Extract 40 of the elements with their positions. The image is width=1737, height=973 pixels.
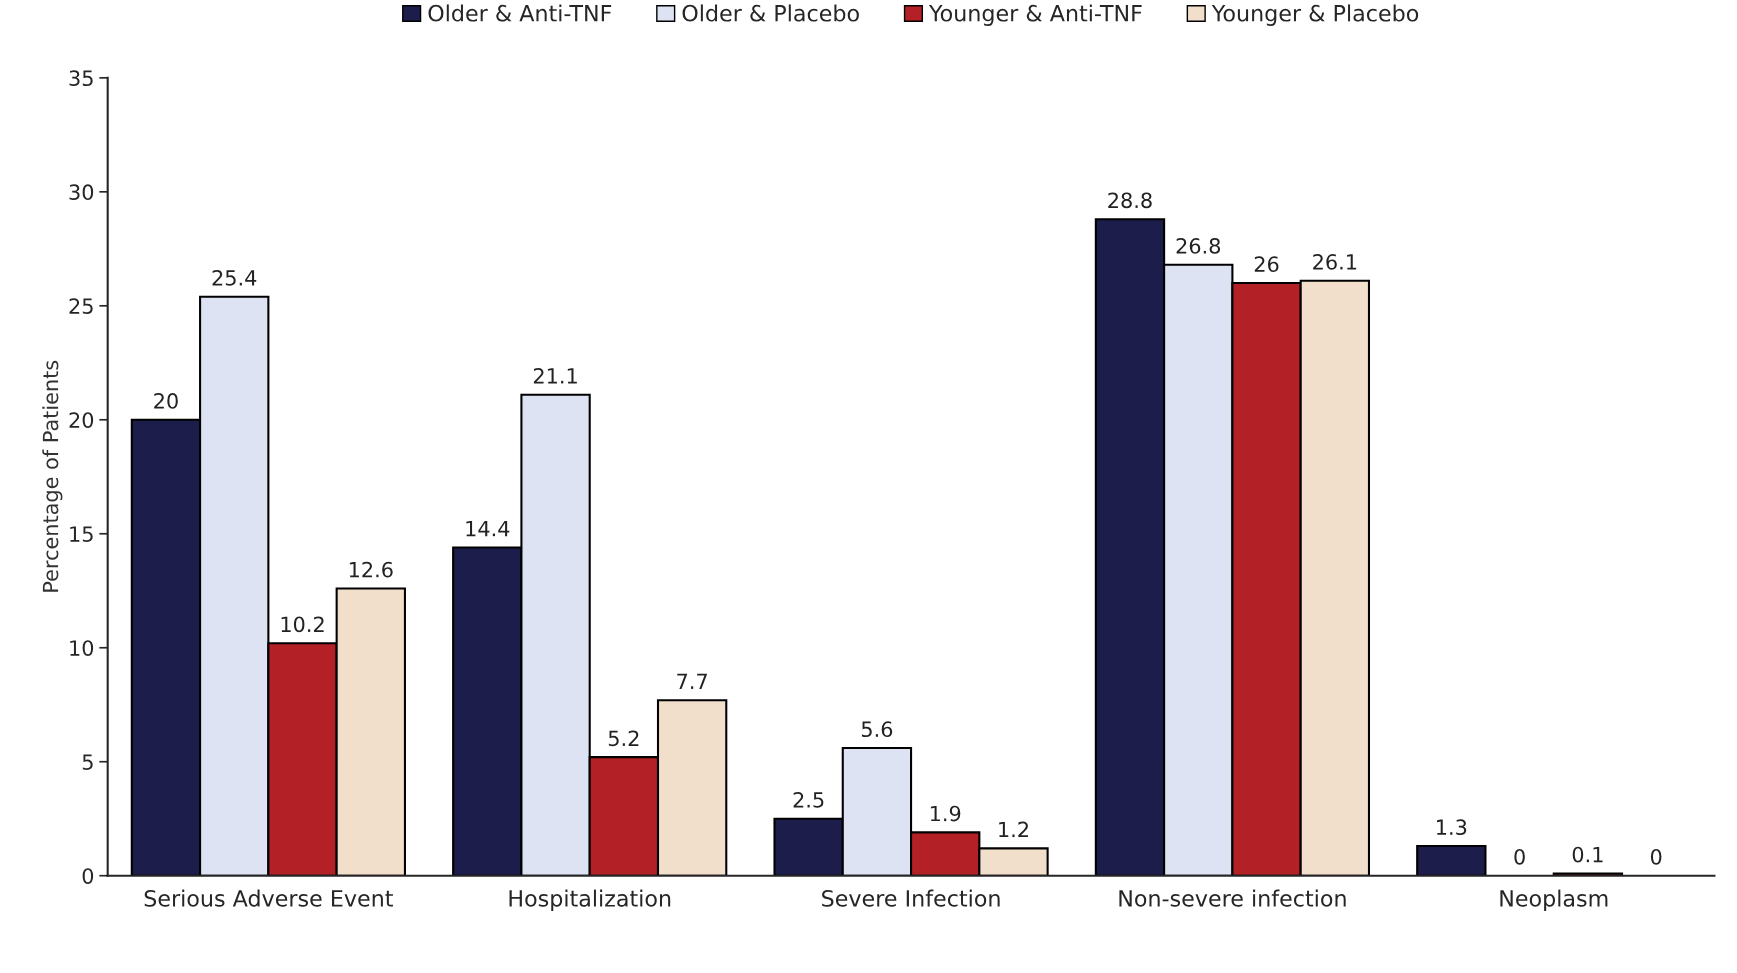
- data-label: 20: [154, 393, 178, 409]
- x-tick-label: Severe Infection: [822, 889, 1000, 907]
- data-label: 12.6: [349, 561, 393, 578]
- data-label: 0.1: [1572, 846, 1603, 863]
- legend-label: Older & Anti-TNF: [428, 4, 612, 22]
- data-label: 26.1: [1313, 253, 1357, 270]
- data-label: 0: [1650, 848, 1662, 865]
- x-tick-label: Serious Adverse Event: [144, 889, 393, 907]
- data-label: 1.9: [930, 805, 961, 822]
- y-tick-label: 0: [82, 868, 94, 884]
- data-label: 14.4: [466, 520, 510, 537]
- data-label: 1.3: [1437, 819, 1467, 836]
- legend-label: Older & Placebo: [682, 4, 859, 22]
- y-tick-label: 15: [70, 526, 93, 542]
- data-label: 10.2: [281, 616, 324, 633]
- y-axis-title: Percentage of Patients: [42, 360, 63, 592]
- bar: [1416, 845, 1487, 876]
- y-tick-label: 5: [82, 754, 93, 770]
- y-tick-label: 30: [69, 184, 94, 201]
- data-label: 5.6: [861, 721, 893, 738]
- data-label: 5.2: [608, 730, 639, 747]
- x-tick-label: Neoplasm: [1500, 889, 1608, 912]
- data-label: 26.8: [1176, 238, 1221, 254]
- data-label: 1.2: [999, 821, 1028, 838]
- x-tick-label: Non-severe infection: [1119, 889, 1346, 907]
- data-label: 2.5: [793, 791, 824, 808]
- x-tick-label: Hospitalization: [509, 889, 671, 912]
- legend-label: Younger & Anti-TNF: [928, 4, 1142, 26]
- bar: [1552, 872, 1624, 876]
- data-label: 28.8: [1108, 192, 1152, 209]
- legend-label: Younger & Placebo: [1211, 4, 1419, 26]
- y-tick-label: 10: [70, 640, 94, 656]
- y-tick-label: 35: [69, 70, 93, 87]
- y-tick-label: 20: [69, 412, 94, 428]
- data-label: 26: [1254, 256, 1279, 273]
- data-label: 21.1: [533, 367, 577, 384]
- y-tick-label: 25: [69, 298, 93, 315]
- data-label: 7.7: [677, 673, 707, 689]
- data-label: 25.4: [212, 269, 257, 286]
- data-label: 0: [1514, 848, 1525, 865]
